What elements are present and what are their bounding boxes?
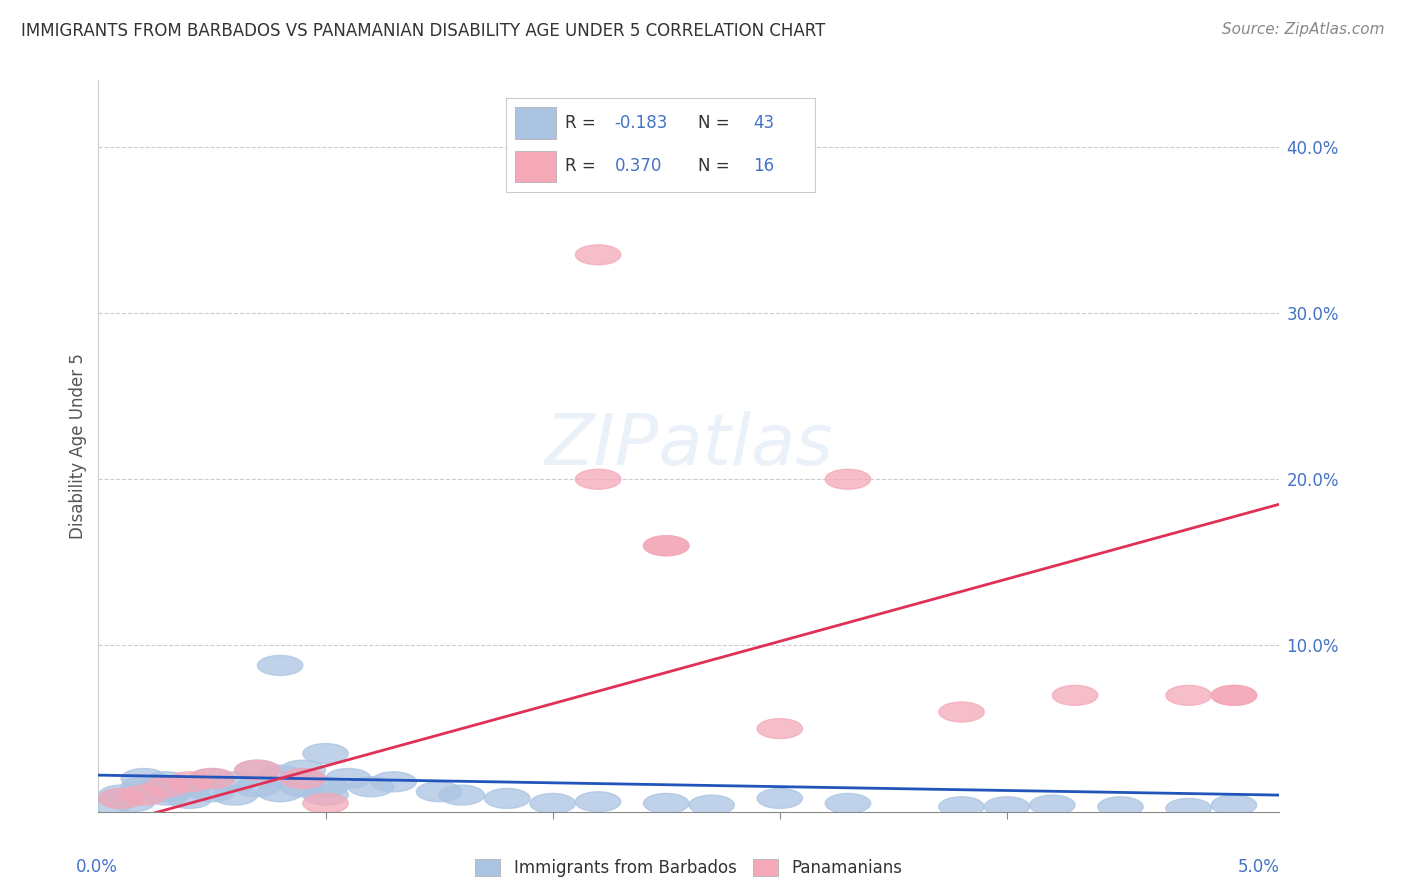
Ellipse shape <box>257 781 302 802</box>
Ellipse shape <box>121 769 166 789</box>
Ellipse shape <box>212 785 257 805</box>
Text: Source: ZipAtlas.com: Source: ZipAtlas.com <box>1222 22 1385 37</box>
Ellipse shape <box>257 765 302 785</box>
Text: N =: N = <box>697 158 735 176</box>
Ellipse shape <box>212 772 257 792</box>
Ellipse shape <box>257 656 302 675</box>
Ellipse shape <box>1029 795 1076 815</box>
Ellipse shape <box>143 772 190 792</box>
Text: R =: R = <box>565 158 600 176</box>
Ellipse shape <box>98 785 143 805</box>
FancyBboxPatch shape <box>516 108 555 139</box>
Ellipse shape <box>644 536 689 556</box>
Text: 5.0%: 5.0% <box>1237 858 1279 876</box>
Ellipse shape <box>302 777 349 797</box>
Text: ZIPatlas: ZIPatlas <box>544 411 834 481</box>
Ellipse shape <box>143 781 190 802</box>
Ellipse shape <box>575 244 621 265</box>
Ellipse shape <box>756 789 803 808</box>
Ellipse shape <box>87 794 132 814</box>
Ellipse shape <box>349 777 394 797</box>
Ellipse shape <box>644 794 689 814</box>
Ellipse shape <box>1052 685 1098 706</box>
Ellipse shape <box>235 760 280 780</box>
Ellipse shape <box>302 785 349 805</box>
Ellipse shape <box>280 769 326 789</box>
Ellipse shape <box>190 769 235 789</box>
Ellipse shape <box>1212 795 1257 815</box>
Text: R =: R = <box>565 114 600 132</box>
Text: 16: 16 <box>754 158 775 176</box>
Ellipse shape <box>371 772 416 792</box>
Ellipse shape <box>485 789 530 808</box>
Ellipse shape <box>1212 685 1257 706</box>
Ellipse shape <box>98 789 143 808</box>
Ellipse shape <box>235 760 280 780</box>
Ellipse shape <box>439 785 485 805</box>
Ellipse shape <box>235 777 280 797</box>
Ellipse shape <box>302 794 349 814</box>
Ellipse shape <box>190 769 235 789</box>
Ellipse shape <box>121 785 166 805</box>
Ellipse shape <box>1098 797 1143 817</box>
Ellipse shape <box>98 789 143 808</box>
Ellipse shape <box>166 789 212 808</box>
Ellipse shape <box>939 797 984 817</box>
Ellipse shape <box>530 794 575 814</box>
Ellipse shape <box>190 781 235 802</box>
Ellipse shape <box>575 469 621 489</box>
Ellipse shape <box>825 469 870 489</box>
Ellipse shape <box>121 777 166 797</box>
Ellipse shape <box>326 769 371 789</box>
Ellipse shape <box>166 772 212 792</box>
Ellipse shape <box>984 797 1029 817</box>
Ellipse shape <box>575 792 621 812</box>
Ellipse shape <box>280 769 326 789</box>
Legend: Immigrants from Barbados, Panamanians: Immigrants from Barbados, Panamanians <box>468 853 910 884</box>
Ellipse shape <box>756 719 803 739</box>
Ellipse shape <box>939 702 984 722</box>
Ellipse shape <box>143 777 190 797</box>
Ellipse shape <box>110 792 155 812</box>
Text: IMMIGRANTS FROM BARBADOS VS PANAMANIAN DISABILITY AGE UNDER 5 CORRELATION CHART: IMMIGRANTS FROM BARBADOS VS PANAMANIAN D… <box>21 22 825 40</box>
Ellipse shape <box>644 536 689 556</box>
Ellipse shape <box>416 781 461 802</box>
Text: 0.0%: 0.0% <box>76 858 118 876</box>
Text: -0.183: -0.183 <box>614 114 668 132</box>
Ellipse shape <box>166 777 212 797</box>
Y-axis label: Disability Age Under 5: Disability Age Under 5 <box>69 353 87 539</box>
Text: 43: 43 <box>754 114 775 132</box>
Ellipse shape <box>825 794 870 814</box>
FancyBboxPatch shape <box>516 151 555 183</box>
Text: 0.370: 0.370 <box>614 158 662 176</box>
Ellipse shape <box>143 785 190 805</box>
Ellipse shape <box>1166 798 1212 818</box>
Ellipse shape <box>1212 685 1257 706</box>
Ellipse shape <box>302 744 349 764</box>
Ellipse shape <box>1166 685 1212 706</box>
Ellipse shape <box>280 777 326 797</box>
Text: N =: N = <box>697 114 735 132</box>
Ellipse shape <box>689 795 734 815</box>
Ellipse shape <box>280 760 326 780</box>
